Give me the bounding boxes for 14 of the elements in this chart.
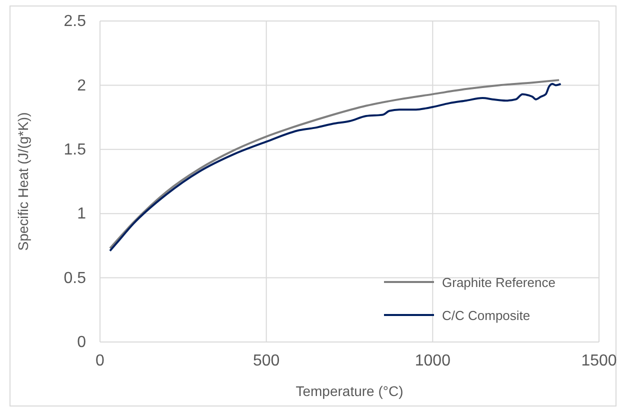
y-tick-label: 0 — [77, 334, 86, 352]
legend-label: Graphite Reference — [442, 275, 556, 290]
x-tick-label: 0 — [96, 352, 105, 370]
x-tick-label: 1500 — [581, 352, 617, 370]
x-tick-label: 1000 — [414, 352, 451, 370]
y-tick-label: 2 — [77, 77, 86, 94]
legend-label: C/C Composite — [442, 308, 530, 323]
y-tick-label: 1.5 — [64, 142, 86, 159]
x-axis-title: Temperature (°C) — [296, 383, 404, 399]
y-tick-label: 0.5 — [64, 270, 86, 287]
x-tick-label: 500 — [252, 352, 280, 370]
y-tick-label: 2.5 — [64, 13, 86, 30]
y-axis-title: Specific Heat (J/(g*K)) — [15, 112, 31, 251]
y-tick-label: 1 — [77, 206, 86, 223]
